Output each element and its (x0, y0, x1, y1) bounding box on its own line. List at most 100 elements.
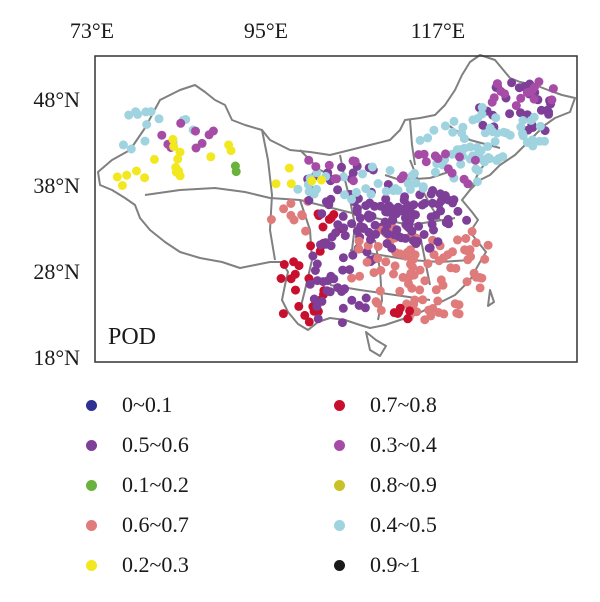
station-dot (444, 219, 454, 229)
station-dot (347, 273, 357, 283)
station-dot (338, 265, 348, 275)
station-dot (518, 131, 528, 141)
legend-item-2: 0.5~0.6 (78, 432, 189, 458)
station-dot (415, 135, 425, 145)
station-dot (348, 156, 358, 166)
station-dot (475, 273, 485, 282)
station-dot (372, 298, 382, 308)
station-dot (304, 195, 314, 205)
station-dot (421, 157, 431, 167)
station-dot (448, 198, 458, 208)
legend-label-0: 0~0.1 (122, 392, 173, 417)
station-dot (306, 241, 316, 251)
station-dot (403, 314, 413, 324)
station-dot (305, 279, 315, 289)
station-dot (373, 254, 383, 263)
station-dot (361, 184, 371, 194)
station-dot (462, 277, 472, 287)
y-tick-28n: 28°N (33, 259, 80, 284)
station-dot (389, 269, 398, 279)
station-dot (361, 201, 371, 211)
station-dot (390, 261, 400, 271)
station-dot (507, 78, 517, 88)
station-dot (376, 201, 386, 211)
station-dot (122, 170, 132, 180)
station-dot (420, 276, 430, 286)
station-dot (367, 211, 377, 221)
station-dot (373, 179, 383, 188)
station-dot (478, 120, 488, 130)
station-dot (419, 230, 429, 239)
station-dot (338, 211, 348, 221)
map-frame (94, 55, 578, 363)
station-dot (404, 272, 414, 282)
station-dot (412, 307, 422, 317)
station-dot (327, 232, 337, 242)
legend-dot-2 (86, 439, 97, 451)
station-dot (313, 314, 323, 324)
station-dot (191, 143, 201, 153)
station-dot (439, 309, 449, 319)
x-tick-95e: 95°E (244, 18, 288, 43)
station-dot (403, 210, 413, 220)
station-dot (477, 109, 487, 119)
station-dot (362, 257, 372, 267)
station-dot (418, 295, 428, 305)
station-dot (316, 240, 325, 250)
station-dot (475, 283, 485, 293)
station-dot (312, 276, 322, 286)
station-dot (300, 310, 310, 320)
station-dot (485, 154, 495, 164)
station-dot (308, 251, 318, 261)
station-dot (381, 257, 391, 267)
legend-dot-1 (334, 399, 345, 411)
station-dot (389, 308, 399, 318)
station-dot (224, 140, 234, 150)
station-dot (351, 187, 361, 197)
legend-dot-9 (334, 559, 345, 571)
station-dot (168, 134, 178, 144)
station-dot (301, 226, 311, 236)
station-dot (452, 145, 462, 155)
station-dot (465, 142, 475, 152)
station-dot (540, 136, 549, 146)
station-dot (410, 250, 420, 260)
station-dot (173, 154, 183, 164)
station-dot (376, 305, 386, 315)
station-dot (516, 122, 526, 132)
station-dot (403, 179, 413, 188)
station-dot (324, 160, 334, 170)
station-dot (527, 86, 536, 96)
station-dot (429, 125, 439, 135)
station-dot (455, 152, 464, 162)
x-tick-117e: 117°E (411, 18, 465, 43)
station-dot (278, 309, 288, 319)
station-dot (204, 130, 214, 140)
station-dot (326, 194, 336, 204)
y-tick-38n: 38°N (33, 173, 80, 198)
station-dot (435, 189, 445, 199)
station-dot (366, 189, 376, 199)
legend-item-0: 0~0.1 (78, 392, 172, 418)
station-dot (392, 225, 402, 235)
legend-item-4: 0.1~0.2 (78, 472, 189, 498)
station-dot (414, 221, 424, 231)
station-dot (206, 152, 216, 162)
station-dot (297, 211, 307, 221)
station-dot (316, 175, 326, 185)
legend-dot-8 (86, 559, 97, 571)
station-dot (380, 226, 390, 236)
station-dot (330, 174, 340, 184)
station-dot (501, 128, 511, 138)
station-dot (312, 301, 322, 311)
station-dot (410, 295, 420, 305)
station-dot (149, 154, 159, 164)
station-dot (381, 194, 391, 204)
station-dot (456, 159, 466, 169)
legend-dot-6 (86, 519, 97, 531)
legend-item-9: 0.9~1 (326, 552, 420, 578)
station-dot (488, 127, 498, 137)
station-dot (433, 296, 443, 306)
station-dot (474, 147, 484, 157)
station-dot (381, 186, 391, 196)
